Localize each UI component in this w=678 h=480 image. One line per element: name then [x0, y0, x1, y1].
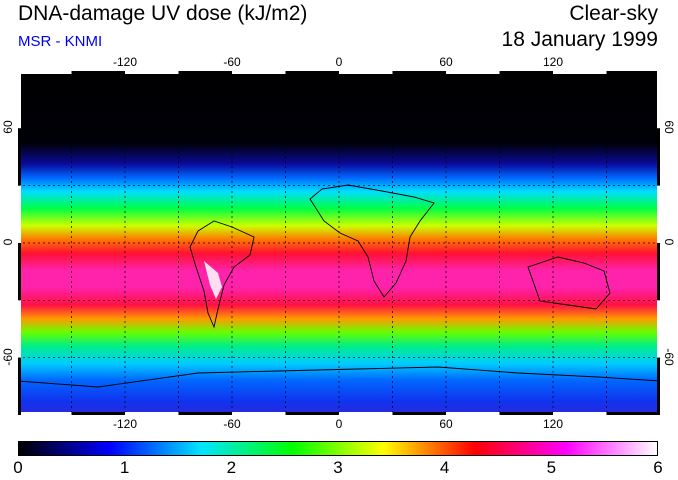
data-source-label: MSR - KNMI — [18, 33, 103, 50]
colorbar-tick-label: 6 — [653, 458, 663, 477]
lat-tick-left: 0 — [1, 238, 15, 246]
lon-tick-bottom: 60 — [439, 417, 453, 431]
lat-tick-left: 60 — [1, 120, 15, 135]
colorbar-tick-label: 3 — [333, 458, 343, 477]
colorbar-tick-label: 4 — [439, 458, 450, 477]
lon-tick-bottom: -120 — [112, 417, 138, 431]
lat-tick-right: 0 — [662, 238, 676, 246]
lon-tick-bottom: 0 — [335, 417, 343, 431]
sky-condition-label: Clear-sky — [569, 2, 658, 25]
lon-tick-bottom: 120 — [542, 417, 564, 431]
graticule — [18, 71, 660, 415]
frame-dashes — [18, 71, 660, 415]
lon-tick-top: -60 — [223, 55, 241, 69]
colorbar-tick-label: 2 — [226, 458, 237, 477]
date-label: 18 January 1999 — [501, 28, 658, 51]
lon-tick-bottom: -60 — [223, 417, 241, 431]
lat-tick-left: -60 — [1, 347, 15, 366]
lon-tick-top: -120 — [112, 55, 138, 69]
colorbar-tick-label: 0 — [13, 458, 23, 477]
coastlines — [18, 184, 660, 388]
lat-tick-right: -60 — [662, 347, 676, 366]
colorbar-tick-label: 5 — [546, 458, 557, 477]
lon-tick-top: 60 — [439, 55, 453, 69]
colorbar — [18, 441, 658, 456]
lon-tick-top: 0 — [335, 55, 343, 69]
colorbar-tick-label: 1 — [119, 458, 130, 477]
lon-tick-top: 120 — [542, 55, 564, 69]
lat-tick-right: 60 — [662, 120, 676, 134]
andes-high-dose-patch — [204, 261, 222, 299]
uv-dose-map — [18, 71, 660, 415]
map-title: DNA-damage UV dose (kJ/m2) — [18, 2, 308, 25]
